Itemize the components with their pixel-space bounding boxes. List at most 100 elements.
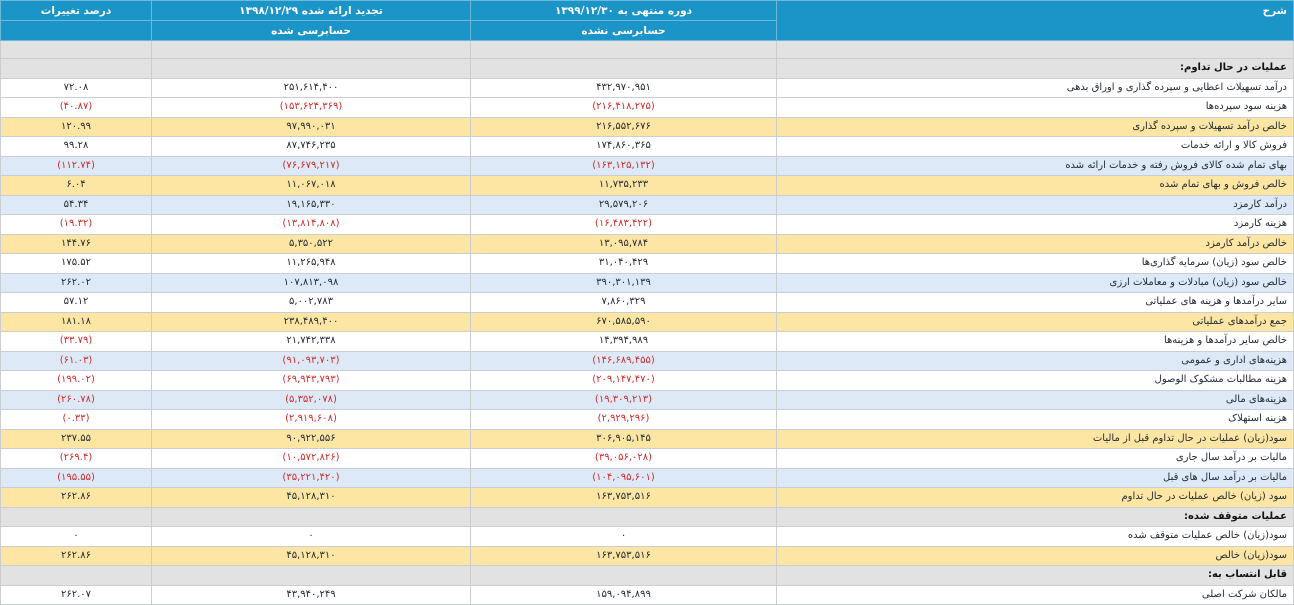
table-row: سود(زیان) خالص ۱۶۳,۷۵۳,۵۱۶ ۴۵,۱۲۸,۳۱۰ ۲۶۲.۸… [0, 545, 1294, 566]
change-percent-value: (۱۹۹.۰۲) [0, 370, 152, 391]
change-percent-value: ۲۶۲.۸۶ [0, 487, 152, 508]
table-row: سود(زیان) عملیات در حال تداوم قبل از مال… [0, 428, 1294, 449]
header-previous-status: حسابرسی شده [151, 20, 471, 41]
current-period-value: (۲۱۶,۴۱۸,۲۷۵) [470, 97, 777, 118]
row-description: سود(زیان) خالص عملیات متوقف شده [776, 526, 1294, 547]
table-row: خالص درآمد تسهیلات و سپرده گذاری ۲۱۶,۵۵۲,… [0, 116, 1294, 137]
section-empty-cell [470, 58, 777, 79]
previous-period-value: ۲۳۸,۴۸۹,۴۰۰ [151, 311, 471, 332]
current-period-value: (۳۹,۰۵۶,۰۲۸) [470, 448, 777, 469]
row-description: فروش کالا و ارائه خدمات [776, 136, 1294, 157]
row-description: سایر درآمدها و هزینه های عملیاتی [776, 292, 1294, 313]
header-description: شرح [776, 0, 1294, 41]
change-percent-value: ۱۷۵.۵۲ [0, 253, 152, 274]
change-percent-value: (۱۱۲.۷۴) [0, 155, 152, 176]
section-empty-cell [470, 565, 777, 586]
section-empty-cell [0, 506, 152, 527]
row-description: هزینه استهلاک [776, 409, 1294, 430]
previous-period-value: ۱۹,۱۶۵,۳۳۰ [151, 194, 471, 215]
change-percent-value: ۱۴۴.۷۶ [0, 233, 152, 254]
current-period-value: ۲۱۶,۵۵۲,۶۷۶ [470, 116, 777, 137]
row-description: مالیات بر درآمد سال های قبل [776, 467, 1294, 488]
row-description: سود(زیان) خالص [776, 545, 1294, 566]
current-period-value: (۱۴۶,۶۸۹,۴۵۵) [470, 350, 777, 371]
previous-period-value: ۹۰,۹۲۲,۵۵۶ [151, 428, 471, 449]
change-percent-value: (۴۰.۸۷) [0, 97, 152, 118]
current-period-value: ۳۹۰,۳۰۱,۱۳۹ [470, 272, 777, 293]
change-percent-value: (۲۶۰.۷۸) [0, 389, 152, 410]
previous-period-value: (۱۳,۸۱۴,۸۰۸) [151, 214, 471, 235]
table-row: بهای تمام شده کالای فروش رفته و خدمات ار… [0, 155, 1294, 176]
previous-period-value: ۲۵۱,۶۱۴,۴۰۰ [151, 77, 471, 98]
header-change-empty [0, 20, 152, 41]
change-percent-value: (۳۳.۷۹) [0, 331, 152, 352]
table-row: خالص سود (زیان) سرمایه گذاری‌ها ۳۱,۰۴۰,۴۲… [0, 253, 1294, 274]
section-empty-cell [151, 565, 471, 586]
section-title: عملیات متوقف شده: [776, 506, 1294, 527]
change-percent-value: ۲۳۷.۵۵ [0, 428, 152, 449]
current-period-value: ۳۱,۰۴۰,۴۲۹ [470, 253, 777, 274]
section-empty-cell [151, 506, 471, 527]
change-percent-value: ۵۷.۱۲ [0, 292, 152, 313]
table-row: سود(زیان) خالص عملیات متوقف شده ۰ ۰ ۰ [0, 526, 1294, 547]
change-percent-value: (۱۹.۳۲) [0, 214, 152, 235]
previous-period-value: ۱۱,۲۶۵,۹۴۸ [151, 253, 471, 274]
row-description: هزینه سود سپرده‌ها [776, 97, 1294, 118]
section-header-row: قابل انتساب به: [0, 565, 1294, 586]
spacer-cell [776, 40, 1294, 59]
table-row: خالص درآمد کارمزد ۱۳,۰۹۵,۷۸۴ ۵,۳۵۰,۵۲۲ ۱۴۴.… [0, 233, 1294, 254]
current-period-value: ۲۹,۵۷۹,۲۰۶ [470, 194, 777, 215]
previous-period-value: (۳۵,۲۲۱,۴۲۰) [151, 467, 471, 488]
previous-period-value: (۲,۹۱۹,۶۰۸) [151, 409, 471, 430]
row-description: هزینه‌های مالی [776, 389, 1294, 410]
change-percent-value: ۶.۰۴ [0, 175, 152, 196]
table-row: هزینه‌های اداری و عمومی (۱۴۶,۶۸۹,۴۵۵) (۹۱,… [0, 350, 1294, 371]
current-period-value: ۱۱,۷۳۵,۲۳۳ [470, 175, 777, 196]
section-title: قابل انتساب به: [776, 565, 1294, 586]
table-row: درآمد کارمزد ۲۹,۵۷۹,۲۰۶ ۱۹,۱۶۵,۳۳۰ ۵۴.۳۴ [0, 194, 1294, 215]
current-period-value: ۱۷۴,۸۶۰,۳۶۵ [470, 136, 777, 157]
header-change-percent: درصد تغییرات [0, 0, 152, 21]
row-description: هزینه کارمزد [776, 214, 1294, 235]
change-percent-value: (۱۹۵.۵۵) [0, 467, 152, 488]
section-header-row: عملیات متوقف شده: [0, 506, 1294, 527]
current-period-value: ۳۰۶,۹۰۵,۱۴۵ [470, 428, 777, 449]
change-percent-value: ۷۲.۰۸ [0, 77, 152, 98]
row-description: درآمد کارمزد [776, 194, 1294, 215]
spacer-cell [0, 40, 152, 59]
table-row: سود (زیان) خالص عملیات در حال تداوم ۱۶۳,۷… [0, 487, 1294, 508]
table-row: هزینه سود سپرده‌ها (۲۱۶,۴۱۸,۲۷۵) (۱۵۳,۶۲۴,… [0, 97, 1294, 118]
previous-period-value: (۹۱,۰۹۳,۷۰۳) [151, 350, 471, 371]
change-percent-value: (۲۶۹.۴) [0, 448, 152, 469]
current-period-value: ۱۶۳,۷۵۳,۵۱۶ [470, 545, 777, 566]
row-description: سود(زیان) عملیات در حال تداوم قبل از مال… [776, 428, 1294, 449]
previous-period-value: (۵,۳۵۲,۰۷۸) [151, 389, 471, 410]
header-current-period: دوره منتهی به ۱۳۹۹/۱۲/۳۰ [470, 0, 777, 21]
row-description: سود (زیان) خالص عملیات در حال تداوم [776, 487, 1294, 508]
previous-period-value: ۸۷,۷۴۶,۲۳۵ [151, 136, 471, 157]
row-description: خالص درآمد تسهیلات و سپرده گذاری [776, 116, 1294, 137]
section-title: عملیات در حال تداوم: [776, 58, 1294, 79]
header-previous-period: تجدید ارائه شده ۱۳۹۸/۱۲/۲۹ [151, 0, 471, 21]
current-period-value: ۴۳۲,۹۷۰,۹۵۱ [470, 77, 777, 98]
section-spacer-row [0, 40, 1294, 59]
row-description: هزینه‌های اداری و عمومی [776, 350, 1294, 371]
row-description: خالص سایر درآمدها و هزینه‌ها [776, 331, 1294, 352]
current-period-value: ۱۳,۰۹۵,۷۸۴ [470, 233, 777, 254]
table-row: فروش کالا و ارائه خدمات ۱۷۴,۸۶۰,۳۶۵ ۸۷,۷۴۶… [0, 136, 1294, 157]
previous-period-value: ۰ [151, 526, 471, 547]
current-period-value: (۱۹,۳۰۹,۲۱۳) [470, 389, 777, 410]
row-description: خالص فروش و بهای تمام شده [776, 175, 1294, 196]
row-description: درآمد تسهیلات اعطایی و سپرده گذاری و اور… [776, 77, 1294, 98]
change-percent-value: ۱۸۱.۱۸ [0, 311, 152, 332]
section-empty-cell [0, 58, 152, 79]
row-description: بهای تمام شده کالای فروش رفته و خدمات ار… [776, 155, 1294, 176]
current-period-value: (۲,۹۲۹,۲۹۶) [470, 409, 777, 430]
spacer-cell [470, 40, 777, 59]
current-period-value: (۲۰۹,۱۴۷,۴۷۰) [470, 370, 777, 391]
previous-period-value: ۹۷,۹۹۰,۰۳۱ [151, 116, 471, 137]
section-empty-cell [470, 506, 777, 527]
change-percent-value: ۲۶۲.۰۲ [0, 272, 152, 293]
table-row: هزینه مطالبات مشکوک الوصول (۲۰۹,۱۴۷,۴۷۰)(… [0, 370, 1294, 391]
